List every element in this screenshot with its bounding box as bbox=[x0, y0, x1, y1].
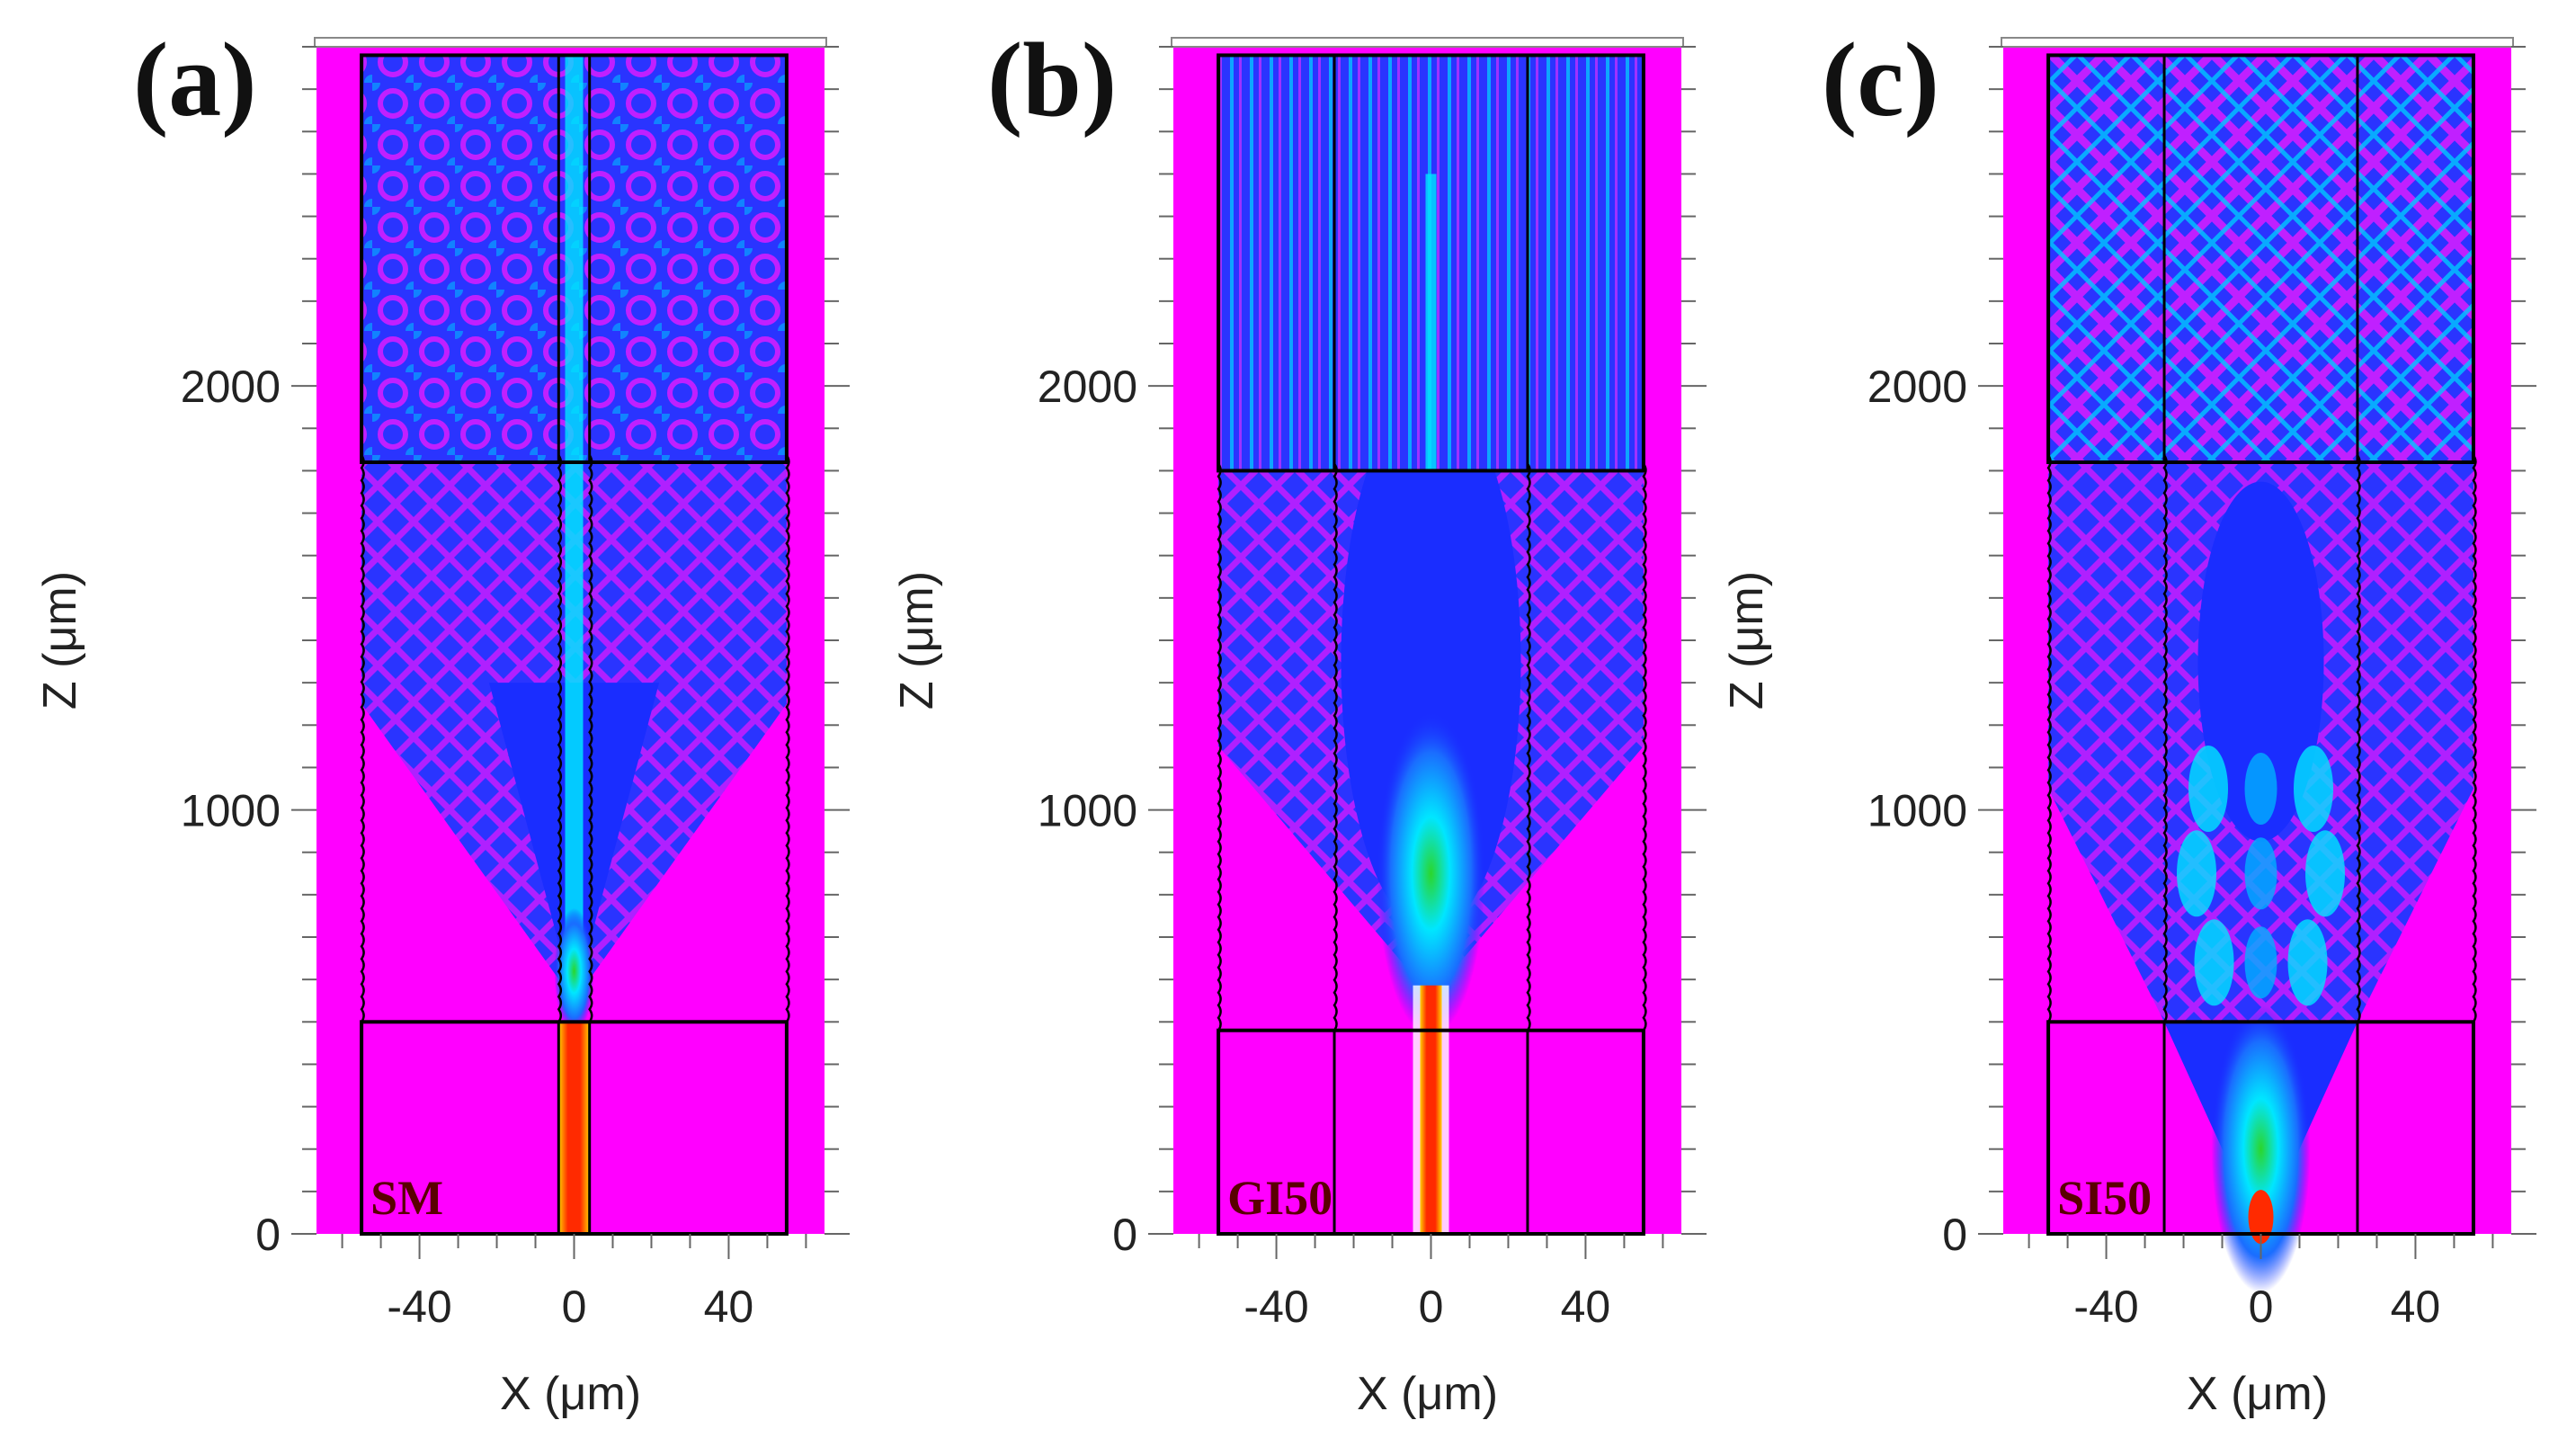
y-tick-label: 2000 bbox=[1867, 362, 1967, 412]
y-tick-label: 0 bbox=[255, 1210, 281, 1260]
waveguide-wall bbox=[2162, 454, 2168, 1023]
plot-top-bar bbox=[314, 37, 827, 48]
panels: 0 1000 2000 -40 0 40 X (μm) Z (μm) (a) SM 0 1000 200… bbox=[34, 21, 2536, 1420]
x-tick-label: -40 bbox=[1243, 1282, 1308, 1332]
plot-top-bar bbox=[1171, 37, 1684, 48]
cone-edge-left bbox=[1218, 746, 1431, 996]
output-fiber-outline bbox=[1217, 53, 1645, 473]
y-tick-label: 1000 bbox=[1867, 786, 1967, 836]
waveguide-wall bbox=[1526, 462, 1531, 1032]
y-axis-title: Z (μm) bbox=[34, 571, 86, 710]
x-tick-label: -40 bbox=[387, 1282, 451, 1332]
plot-top-bar bbox=[2001, 37, 2514, 48]
x-tick-label: 0 bbox=[562, 1282, 587, 1332]
x-tick-label: -40 bbox=[2073, 1282, 2138, 1332]
x-axis-title: X (μm) bbox=[2187, 1368, 2328, 1420]
input-peak bbox=[2248, 1190, 2274, 1245]
interference-lobe bbox=[2244, 926, 2277, 999]
panel-b: 0 1000 2000 -40 0 40 X (μm) Z (μm) (b) GI50 bbox=[891, 21, 1707, 1420]
output-core-field bbox=[1425, 174, 1437, 471]
waveguide-wall bbox=[785, 454, 790, 1023]
interference-lobe bbox=[2188, 746, 2228, 832]
panel-a: 0 1000 2000 -40 0 40 X (μm) Z (μm) (a) SM bbox=[34, 21, 850, 1420]
waveguide-wall bbox=[1217, 462, 1222, 1032]
x-axis-title: X (μm) bbox=[500, 1368, 641, 1420]
x-tick-label: 0 bbox=[2249, 1282, 2274, 1332]
y-axis-title: Z (μm) bbox=[1721, 571, 1773, 710]
interference-lobe bbox=[2294, 746, 2333, 832]
interference-lobe bbox=[2305, 830, 2345, 917]
cone-edge-left bbox=[361, 703, 575, 1001]
y-axis-title: Z (μm) bbox=[891, 571, 943, 710]
waveguide-wall bbox=[2356, 454, 2361, 1023]
cone-edge-right bbox=[1431, 746, 1644, 996]
interference-lobe bbox=[2177, 830, 2216, 917]
inset-label: SI50 bbox=[2057, 1171, 2152, 1225]
interference-lobe bbox=[2287, 919, 2328, 1006]
interference-lobe bbox=[2244, 837, 2277, 910]
waveguide-wall bbox=[1333, 462, 1338, 1032]
x-tick-label: 40 bbox=[1561, 1282, 1611, 1332]
x-tick-label: 40 bbox=[704, 1282, 754, 1332]
input-glow bbox=[2211, 1005, 2311, 1293]
x-tick-label: 40 bbox=[2391, 1282, 2441, 1332]
x-tick-label: 0 bbox=[1419, 1282, 1444, 1332]
panel-letter: (a) bbox=[133, 21, 257, 138]
x-axis-title: X (μm) bbox=[1357, 1368, 1498, 1420]
inset-label: SM bbox=[370, 1171, 443, 1225]
focus-spot bbox=[1377, 711, 1485, 1036]
input-core-field bbox=[1420, 985, 1442, 1234]
panel-letter: (c) bbox=[1822, 21, 1939, 138]
interference-lobe bbox=[2194, 919, 2234, 1006]
focus-spot bbox=[554, 907, 594, 1034]
output-fiber-outline bbox=[360, 53, 789, 465]
y-tick-label: 1000 bbox=[1038, 786, 1137, 836]
beam-core-channel bbox=[565, 462, 584, 1001]
input-core-edge bbox=[1413, 985, 1421, 1234]
output-fiber-outline bbox=[2046, 53, 2475, 465]
y-tick-label: 2000 bbox=[181, 362, 281, 412]
output-core-field bbox=[565, 55, 584, 463]
lens-region bbox=[2197, 481, 2324, 842]
waveguide-wall bbox=[2472, 454, 2477, 1023]
waveguide-wall bbox=[360, 454, 365, 1023]
input-core-field bbox=[558, 1022, 590, 1234]
y-tick-label: 2000 bbox=[1038, 362, 1137, 412]
panel-c: 0 1000 2000 -40 0 40 X (μm) Z (μm) (c) SI50 bbox=[1721, 21, 2536, 1420]
inset-label: GI50 bbox=[1227, 1171, 1333, 1225]
panel-letter: (b) bbox=[987, 21, 1117, 138]
cone-edge-right bbox=[574, 703, 787, 1001]
waveguide-wall bbox=[1642, 462, 1647, 1032]
interference-lobe bbox=[2244, 753, 2277, 825]
y-tick-label: 1000 bbox=[181, 786, 281, 836]
waveguide-wall bbox=[588, 454, 593, 1023]
input-core-edge bbox=[1441, 985, 1449, 1234]
output-field-pattern bbox=[2048, 55, 2473, 463]
y-tick-label: 0 bbox=[1112, 1210, 1137, 1260]
waveguide-wall bbox=[557, 454, 563, 1023]
waveguide-wall bbox=[2046, 454, 2052, 1023]
y-tick-label: 0 bbox=[1942, 1210, 1967, 1260]
